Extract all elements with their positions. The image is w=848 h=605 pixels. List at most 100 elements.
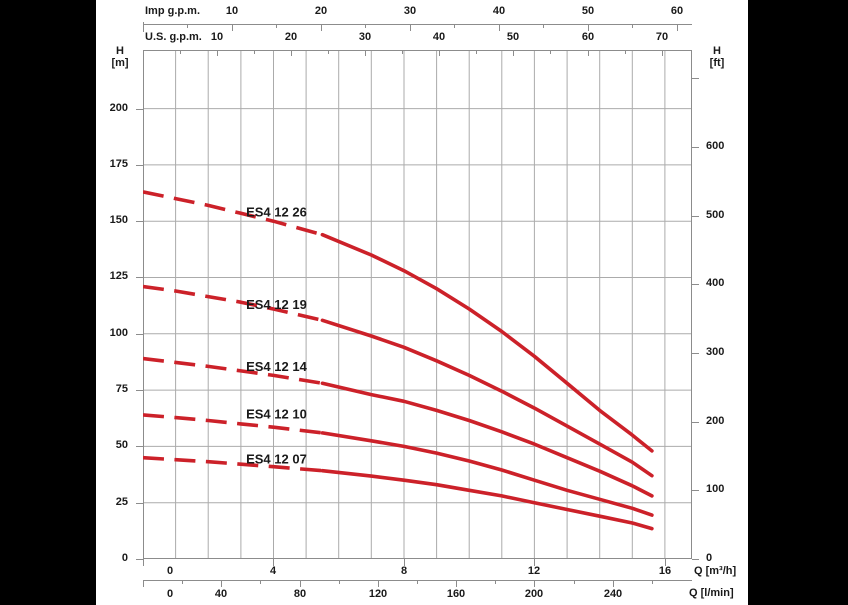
q-m3h-tick-label: 4 (269, 565, 277, 577)
axis-minor-tick (632, 24, 633, 28)
axis-tick (136, 221, 143, 222)
head-m-axis-title: H [m] (103, 45, 137, 69)
q-lmin-tick-label: 40 (214, 588, 228, 600)
us-gpm-tick-label: 30 (358, 31, 372, 43)
axis-tick (692, 216, 699, 217)
curve-dashed-ES4-12-10 (143, 413, 323, 435)
head-m-unit-bracket: [m] (111, 57, 129, 69)
axis-tick (221, 580, 222, 587)
axis-tick (692, 559, 699, 560)
axis-minor-tick (182, 580, 183, 584)
head-m-tick-label: 50 (115, 439, 128, 451)
axis-minor-tick (550, 50, 551, 54)
axis-minor-tick (543, 24, 544, 28)
us-gpm-tick-label: 10 (210, 31, 224, 43)
q-m3h-tick-label: 0 (166, 565, 174, 577)
q-lmin-tick-label: 80 (293, 588, 307, 600)
axis-tick (321, 24, 322, 31)
q-m3h-axis-title: Q [m³/h] (694, 565, 737, 577)
axis-tick (692, 353, 699, 354)
axis-tick (404, 559, 405, 566)
us-gpm-tick-label: 50 (506, 31, 520, 43)
head-ft-tick-label: 600 (706, 140, 725, 152)
axis-tick (136, 165, 143, 166)
q-lmin-tick-label: 240 (603, 588, 623, 600)
imp-gpm-tick-label: 10 (225, 5, 239, 17)
left-black-margin (0, 0, 96, 605)
q-lmin-tick-label: 0 (166, 588, 174, 600)
axis-minor-tick (180, 50, 181, 54)
q-lmin-tick-label: 160 (446, 588, 466, 600)
axis-minor-tick (476, 50, 477, 54)
curve-label: ES4 12 07 (246, 452, 307, 467)
imp-gpm-tick-label: 50 (581, 5, 595, 17)
curve-solid-ES4-12-14 (320, 381, 654, 498)
axis-tick (534, 580, 535, 587)
axis-tick (692, 147, 699, 148)
head-ft-tick-label: 200 (706, 415, 725, 427)
axis-tick (588, 24, 589, 31)
us-gpm-axis-title: U.S. g.p.m. (145, 31, 202, 43)
curve-label: ES4 12 10 (246, 407, 307, 422)
head-ft-tick-label: 100 (706, 483, 725, 495)
q-m3h-tick-label: 8 (400, 565, 408, 577)
axis-minor-tick (652, 580, 653, 584)
imp-gpm-axis-title: Imp g.p.m. (145, 5, 200, 17)
curve-dashed-ES4-12-26 (143, 190, 323, 237)
axis-tick (456, 580, 457, 587)
axis-minor-tick (187, 24, 188, 28)
q-lmin-tick-label: 200 (524, 588, 544, 600)
head-m-tick-label: 25 (115, 496, 128, 508)
axis-tick (136, 446, 143, 447)
head-m-unit-symbol: H (116, 45, 124, 57)
imp-gpm-tick-label: 30 (403, 5, 417, 17)
imp-gpm-tick-label: 20 (314, 5, 328, 17)
curve-solid-ES4-12-19 (320, 318, 654, 478)
us-gpm-tick-label: 40 (432, 31, 446, 43)
axis-tick (143, 580, 144, 587)
axis-end-tick (143, 22, 144, 32)
axis-minor-tick (260, 580, 261, 584)
axis-minor-tick (339, 580, 340, 584)
axis-minor-tick (365, 24, 366, 28)
head-m-tick-label: 0 (121, 552, 128, 564)
q-lmin-axis-title: Q [l/min] (689, 587, 734, 599)
axis-tick (677, 24, 678, 31)
axis-tick (365, 50, 366, 56)
axis-minor-tick (402, 50, 403, 54)
head-ft-tick-label: 300 (706, 346, 725, 358)
axis-tick (662, 50, 663, 56)
head-ft-tick-label: 500 (706, 209, 725, 221)
axis-tick (439, 50, 440, 56)
curve-solid-ES4-12-07 (320, 468, 654, 531)
axis-tick (136, 109, 143, 110)
head-ft-axis-title: H [ft] (700, 45, 734, 69)
axis-tick (692, 490, 699, 491)
axis-minor-tick (254, 50, 255, 54)
curve-dashed-ES4-12-07 (143, 455, 323, 473)
curve-solid-ES4-12-10 (320, 431, 654, 517)
axis-line (143, 24, 692, 25)
head-ft-unit-bracket: [ft] (709, 57, 725, 69)
axis-minor-tick (276, 24, 277, 28)
axis-tick (410, 24, 411, 31)
axis-minor-tick (495, 580, 496, 584)
axis-tick (291, 50, 292, 56)
axis-tick (692, 284, 699, 285)
axis-tick (665, 559, 666, 566)
axis-minor-tick (417, 580, 418, 584)
curve-label: ES4 12 19 (246, 297, 307, 312)
right-black-margin (748, 0, 848, 605)
us-gpm-tick-label: 20 (284, 31, 298, 43)
axis-tick (217, 50, 218, 56)
head-m-tick-label: 75 (115, 383, 128, 395)
curve-label: ES4 12 26 (246, 205, 307, 220)
curve-dashed-ES4-12-14 (143, 356, 323, 386)
head-m-tick-label: 125 (109, 270, 128, 282)
axis-tick (136, 334, 143, 335)
imp-gpm-tick-label: 60 (670, 5, 684, 17)
q-m3h-tick-label: 12 (527, 565, 541, 577)
plot-area: ES4 12 26 ES4 12 19 ES4 12 14 ES4 12 10 ES4 … (143, 50, 692, 559)
axis-tick (692, 422, 699, 423)
